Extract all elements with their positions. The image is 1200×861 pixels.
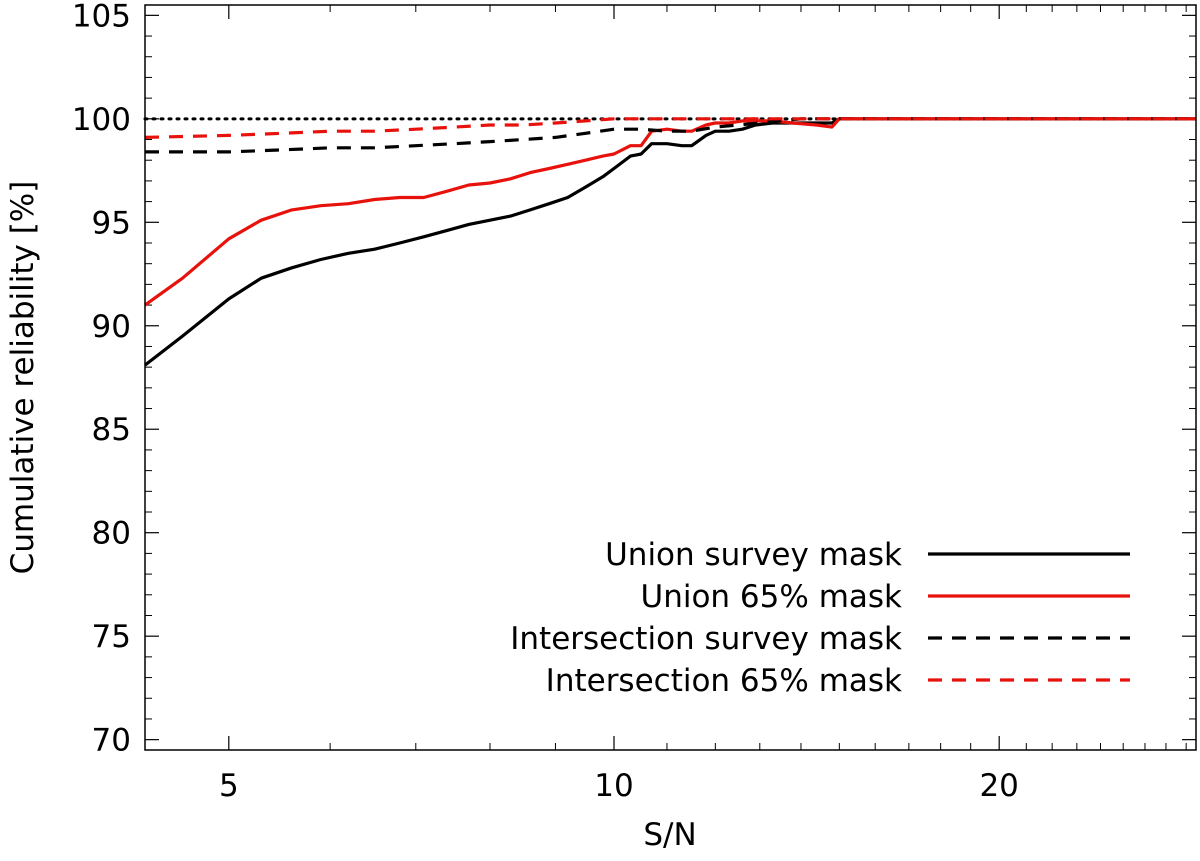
legend-label: Union survey mask [605,537,902,573]
x-tick-label: 10 [594,768,633,804]
x-tick-label: 5 [219,768,239,804]
y-tick-label: 70 [92,723,131,759]
series-line-2 [144,117,1196,307]
y-tick-label: 95 [92,205,131,241]
data-series [143,117,1198,367]
series-line-3 [145,117,1196,154]
legend-label: Intersection survey mask [510,621,902,657]
legend-label: Intersection 65% mask [546,663,902,699]
y-axis-title: Cumulative reliability [%] [5,181,41,575]
tick-labels: 70 75 80 85 90 95 100 105 5 10 20 [72,0,1019,804]
legend-label: Union 65% mask [641,579,903,615]
y-tick-label: 75 [92,619,131,655]
y-tick-label: 80 [92,516,131,552]
y-tick-label: 105 [72,0,131,34]
y-tick-label: 85 [92,412,131,448]
legend: Union survey mask Union 65% mask Intersect… [510,537,1130,699]
x-tick-label: 20 [979,768,1018,804]
series-line-1 [144,117,1196,367]
plot-frame [144,4,1197,751]
series-line-4 [144,117,1196,139]
y-tick-label: 90 [92,309,131,345]
y-tick-label: 100 [72,102,131,138]
x-axis-title: S/N [643,817,696,853]
